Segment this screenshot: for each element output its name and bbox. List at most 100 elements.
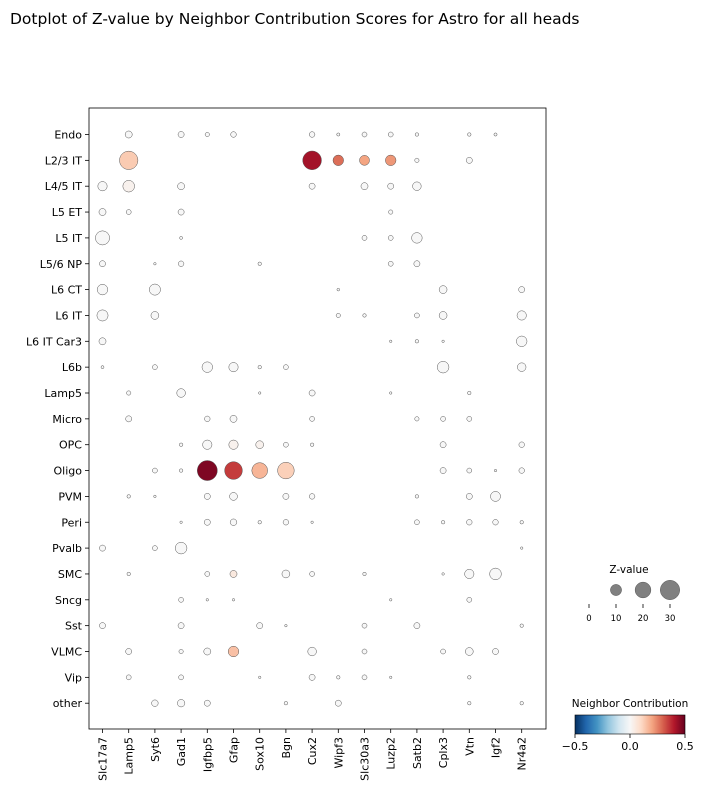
dot-opc-igfbp5 [202, 439, 213, 450]
dot-l6-it-nr4a2 [516, 310, 527, 321]
dot-l6b-syt6 [152, 364, 158, 370]
dot-l4-5-it-luzp2 [387, 182, 395, 190]
y-tick-label: L5 ET [52, 206, 83, 219]
size-legend-label: 10 [611, 614, 622, 624]
dot-l6-it-car3-slc17a7 [98, 337, 107, 346]
dot-oligo-igfbp5 [197, 460, 218, 481]
dot-pvm-satb2 [414, 494, 419, 499]
y-tick-label: L5/6 NP [40, 258, 83, 271]
dots-layer [95, 130, 528, 708]
dot-l5-it-slc30a3 [361, 235, 368, 241]
x-tick-label: Wipf3 [332, 737, 345, 769]
color-legend-title: Neighbor Contribution [572, 698, 689, 710]
dot-l6-it-car3-cplx3 [441, 339, 445, 343]
dot-vlmc-igf2 [492, 648, 499, 655]
dot-pvm-igfbp5 [203, 493, 211, 500]
dot-lamp5-gad1 [176, 388, 186, 398]
dot-l6-it-wipf3 [335, 313, 341, 318]
dot-peri-vtn [466, 519, 473, 526]
dot-l6-ct-wipf3 [336, 287, 340, 292]
x-tick-label: Gad1 [175, 737, 188, 766]
dot-vlmc-lamp5 [125, 648, 133, 655]
y-axis: Endo L2/3 IT L4/5 IT L5 ET L5 IT L5/6 NP L6 CT… [26, 129, 89, 710]
dot-other-wipf3 [334, 699, 342, 707]
dot-vlmc-gfap [227, 645, 240, 658]
dot-other-bgn [283, 701, 288, 706]
dot-smc-cplx3 [441, 572, 445, 576]
dot-pvalb-slc17a7 [99, 544, 106, 552]
dot-micro-gfap [229, 415, 238, 423]
dot-peri-bgn [282, 519, 289, 526]
dot-vip-vtn [467, 675, 472, 680]
colorbar-label: 0.0 [621, 740, 639, 753]
dot-other-syt6 [151, 699, 159, 707]
dot-smc-vtn [464, 569, 475, 579]
dot-sst-nr4a2 [519, 623, 524, 628]
dot-l6b-cplx3 [436, 361, 450, 374]
x-tick-label: Slc30a3 [359, 737, 372, 781]
dot-lamp5-vtn [467, 390, 472, 396]
dot-sst-slc17a7 [99, 622, 106, 629]
dot-vip-lamp5 [125, 674, 132, 681]
size-legend-title: Z-value [609, 564, 648, 576]
dot-sst-gad1 [177, 622, 185, 629]
dot-l4-5-it-gad1 [177, 182, 185, 190]
dot-other-nr4a2 [519, 701, 524, 706]
dot-sst-sox10 [256, 622, 264, 629]
dot-l6b-gfap [228, 362, 239, 373]
dot-oligo-gfap [224, 461, 243, 480]
dot-l5-6-np-slc17a7 [99, 260, 106, 268]
dot-l5-it-gad1 [179, 236, 183, 240]
dot-l6-it-car3-luzp2 [389, 339, 393, 343]
dot-l5-6-np-luzp2 [387, 261, 394, 267]
dot-l5-6-np-syt6 [153, 262, 157, 266]
dot-oligo-sox10 [251, 462, 268, 479]
dot-l6-it-satb2 [414, 312, 420, 319]
y-tick-label: VLMC [51, 646, 82, 659]
x-tick-label: Gfap [228, 737, 241, 763]
dot-l5-it-satb2 [411, 232, 423, 244]
dot-pvm-igf2 [490, 491, 501, 502]
dot-sncg-gfap [232, 598, 235, 602]
y-tick-label: L6 IT Car3 [26, 335, 82, 348]
size-legend-dot [610, 584, 622, 596]
x-tick-label: Slc17a7 [97, 737, 110, 781]
y-tick-label: PVM [58, 490, 82, 503]
dot-oligo-igf2 [494, 469, 497, 473]
dot-vlmc-vtn [465, 647, 474, 656]
colorbar-label: 0.5 [676, 740, 694, 753]
x-tick-label: Satb2 [411, 737, 424, 769]
dot-l5-et-slc17a7 [98, 208, 107, 216]
dot-endo-igf2 [493, 132, 498, 137]
dot-oligo-vtn [466, 467, 473, 474]
dot-vlmc-igfbp5 [203, 647, 212, 656]
size-legend-label: 0 [586, 614, 591, 624]
x-tick-label: Igf2 [490, 737, 503, 758]
dot-peri-igfbp5 [203, 518, 211, 526]
dot-endo-slc30a3 [361, 131, 368, 138]
dot-sst-bgn [284, 624, 288, 628]
dot-l5-6-np-satb2 [413, 260, 421, 268]
colorbar [574, 714, 686, 735]
y-tick-label: L6 CT [51, 284, 82, 297]
dot-l6-ct-nr4a2 [518, 286, 526, 293]
dot-l6-it-slc17a7 [96, 309, 109, 322]
y-tick-label: L5 IT [55, 232, 82, 245]
dot-smc-cux2 [309, 571, 315, 577]
y-tick-label: Peri [61, 516, 82, 529]
dot-l6-it-cplx3 [438, 311, 448, 320]
dot-sncg-luzp2 [389, 598, 393, 602]
dot-vlmc-gad1 [178, 649, 184, 654]
dot-l6b-nr4a2 [517, 362, 527, 372]
dot-l6-it-car3-satb2 [414, 339, 419, 344]
x-tick-label: Nr4a2 [516, 737, 529, 771]
dot-l6b-slc17a7 [100, 365, 105, 369]
dot-vip-gad1 [178, 674, 184, 681]
x-tick-label: Sox10 [254, 737, 267, 771]
dot-micro-igfbp5 [204, 415, 211, 422]
dot-oligo-nr4a2 [518, 467, 525, 474]
dot-oligo-syt6 [152, 467, 158, 474]
dot-smc-igf2 [489, 567, 502, 581]
dot-endo-cux2 [309, 131, 316, 138]
